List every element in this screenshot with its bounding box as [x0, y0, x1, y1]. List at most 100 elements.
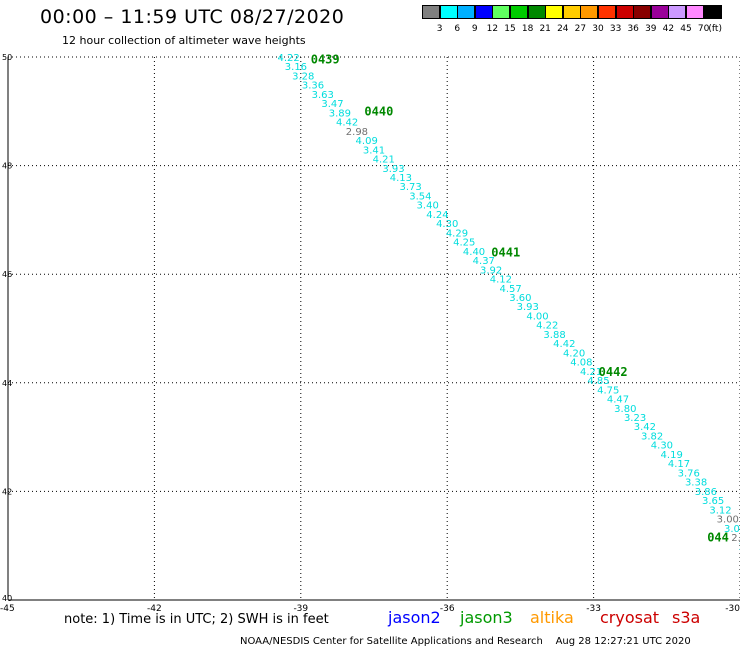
satellite-jason3: jason3 — [460, 608, 513, 627]
swh-point: 3.15 — [739, 542, 740, 553]
colorbar-label: 36 — [627, 24, 639, 34]
colorbar-swatch — [650, 5, 669, 19]
colorbar-label: 45 — [680, 24, 692, 34]
y-tick-label: 44 — [2, 379, 12, 388]
x-tick-label: -36 — [440, 604, 455, 614]
y-tick-label: 50 — [2, 53, 12, 62]
swh-point: 3.54 — [409, 191, 431, 202]
colorbar-swatch — [492, 5, 511, 19]
swh-point: 3.65 — [702, 496, 724, 507]
swh-point: 4.57 — [500, 284, 522, 295]
swh-point: 4.25 — [453, 238, 475, 249]
colorbar-swatch — [474, 5, 493, 19]
colorbar-label: 33 — [609, 24, 622, 34]
swh-point: 3.93 — [517, 302, 539, 313]
swh-point: 4.42 — [336, 118, 358, 129]
swh-point: 4.42 — [553, 339, 575, 350]
swh-point: 4.24 — [426, 210, 448, 221]
swh-point: 3.89 — [329, 108, 351, 119]
swh-point: 3.41 — [363, 145, 385, 156]
pass-time-label: 0440 — [364, 104, 393, 118]
pass-time-label: 0442 — [599, 365, 628, 379]
swh-point: 4.37 — [473, 256, 495, 267]
swh-point: 4.47 — [607, 395, 629, 406]
colorbar-swatch — [527, 5, 546, 19]
colorbar-label: 15 — [504, 24, 516, 34]
colorbar-swatch — [439, 5, 458, 19]
satellite-jason2: jason2 — [388, 608, 441, 627]
swh-point: 3.00 — [717, 515, 739, 526]
swh-point: 4.29 — [446, 228, 468, 239]
colorbar-label: (ft) — [708, 24, 722, 34]
x-tick-label: -30 — [725, 604, 740, 614]
colorbar-swatch — [668, 5, 687, 19]
swh-point: 2.98 — [346, 127, 368, 138]
colorbar-label: 12 — [486, 24, 499, 34]
swh-point: 3.60 — [509, 293, 531, 304]
colorbar-swatch — [510, 5, 528, 19]
pass-time-label: 0439 — [311, 53, 340, 67]
y-tick-label: 46 — [2, 270, 12, 279]
colorbar-label: 70 — [697, 24, 710, 34]
colorbar-label: 39 — [645, 24, 657, 34]
satellite-s3a: s3a — [672, 608, 701, 627]
swh-point: 4.00 — [526, 311, 548, 322]
swh-point: 4.08 — [570, 358, 592, 369]
swh-point: 4.19 — [661, 450, 683, 461]
swh-point: 4.21 — [580, 367, 602, 378]
swh-point: 4.20 — [563, 348, 585, 359]
colorbar-label: 24 — [557, 24, 569, 34]
swh-point: 3.28 — [292, 71, 314, 82]
swh-point: 4.30 — [651, 441, 673, 452]
x-tick-label: -42 — [147, 604, 162, 614]
colorbar-label: 3 — [436, 24, 443, 34]
swh-point: 4.13 — [390, 173, 412, 184]
swh-point: 3.40 — [417, 201, 439, 212]
colorbar-label: 42 — [662, 24, 675, 34]
swh-point: 2.97 — [731, 533, 740, 544]
x-tick-label: -39 — [293, 604, 308, 614]
swh-point: 4.09 — [356, 136, 378, 147]
x-tick-label: -45 — [0, 604, 15, 614]
swh-point: 3.12 — [709, 505, 731, 516]
y-tick-label: 48 — [2, 162, 12, 171]
pass-time-label: 0441 — [491, 245, 520, 259]
colorbar-swatch — [703, 5, 722, 19]
satellite-altika: altika — [530, 608, 574, 627]
swh-point: 3.63 — [312, 90, 334, 101]
swh-point: 3.73 — [399, 182, 421, 193]
swh-point: 3.16 — [285, 62, 307, 73]
colorbar-swatch — [457, 5, 476, 19]
colorbar-swatch — [633, 5, 652, 19]
colorbar-swatch — [615, 5, 634, 19]
swh-point: 3.86 — [695, 487, 717, 498]
swh-point: 4.22 — [277, 53, 299, 64]
swh-point: 3.88 — [543, 330, 565, 341]
swh-point: 3.80 — [614, 404, 636, 415]
swh-point: 3.23 — [624, 413, 646, 424]
note-text: note: 1) Time is in UTC; 2) SWH is in fe… — [64, 612, 329, 627]
swh-point: 3.82 — [641, 431, 663, 442]
chart-subtitle: 12 hour collection of altimeter wave hei… — [62, 34, 306, 47]
swh-point: 3.92 — [480, 265, 502, 276]
swh-point: 3.76 — [678, 468, 700, 479]
chart-title: 00:00 – 11:59 UTC 08/27/2020 — [40, 6, 345, 28]
swh-point: 3.42 — [634, 422, 656, 433]
colorbar-label: 27 — [574, 24, 587, 34]
swh-point: 4.12 — [490, 275, 512, 286]
colorbar-swatch — [686, 5, 704, 19]
satellite-cryosat: cryosat — [600, 608, 660, 627]
colorbar-label: 21 — [539, 24, 551, 34]
swh-point: 4.75 — [597, 385, 619, 396]
colorbar-swatch — [422, 5, 440, 19]
swh-point: 4.85 — [587, 376, 609, 387]
colorbar-swatch — [562, 5, 581, 19]
swh-point: 3.38 — [685, 478, 707, 489]
swh-point: 4.40 — [463, 247, 485, 258]
pass-time-label: 044 — [707, 531, 729, 545]
colorbar-label: 18 — [521, 24, 534, 34]
swh-point: 4.21 — [373, 155, 395, 166]
y-tick-label: 40 — [2, 594, 12, 603]
swh-point: 3.93 — [382, 164, 404, 175]
